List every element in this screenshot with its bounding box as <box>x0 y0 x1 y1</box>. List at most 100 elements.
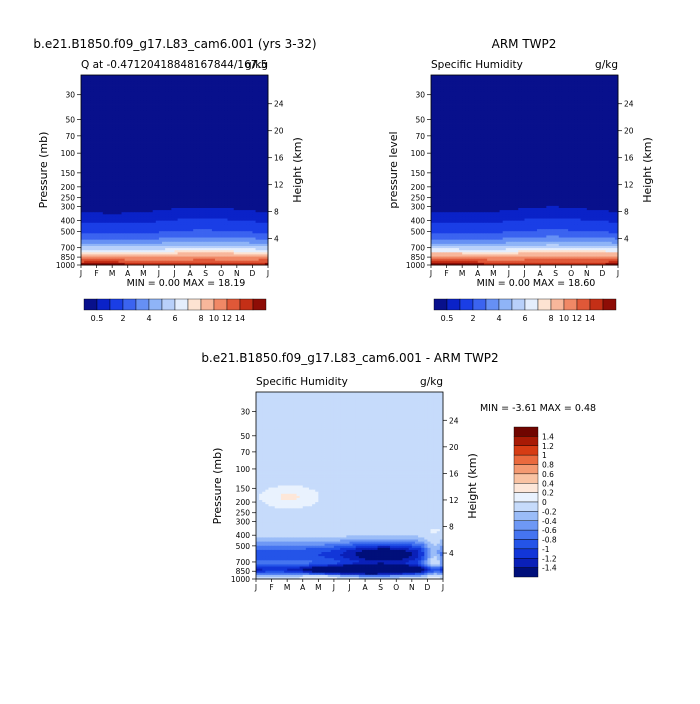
field-cell <box>96 117 101 120</box>
field-cell <box>205 104 210 108</box>
field-cell <box>162 89 166 93</box>
field-cell <box>124 127 129 131</box>
field-cell <box>255 241 260 245</box>
field-cell <box>149 142 154 146</box>
field-cell <box>186 174 191 177</box>
field-cell <box>208 155 213 158</box>
field-cell <box>102 127 107 131</box>
field-cell <box>246 113 250 116</box>
field-cell <box>115 165 119 169</box>
field-cell <box>115 203 119 207</box>
field-cell <box>221 237 225 241</box>
field-cell <box>140 220 144 224</box>
panel-model-title: b.e21.B1850.f09_g17.L83_cam6.001 (yrs 3-… <box>33 37 316 51</box>
field-cell <box>180 248 185 251</box>
field-cell <box>239 104 244 108</box>
field-cell <box>246 96 250 99</box>
field-cell <box>243 222 247 226</box>
field-cell <box>121 224 126 228</box>
field-cell <box>127 108 132 112</box>
field-cell <box>171 110 175 114</box>
field-cell <box>127 136 132 139</box>
field-cell <box>261 186 266 190</box>
field-cell <box>168 102 172 105</box>
field-cell <box>236 182 241 186</box>
field-cell <box>149 243 154 247</box>
field-cell <box>93 159 97 162</box>
field-cell <box>243 199 247 203</box>
field-cell <box>243 83 247 86</box>
field-cell <box>115 104 119 108</box>
field-cell <box>152 125 157 129</box>
field-cell <box>205 106 210 110</box>
field-cell <box>109 113 113 116</box>
field-cell <box>239 227 244 230</box>
field-cell <box>218 134 222 137</box>
field-cell <box>249 184 253 188</box>
field-cell <box>246 77 250 80</box>
field-cell <box>180 165 185 169</box>
field-cell <box>236 243 241 247</box>
field-cell <box>127 79 132 82</box>
field-cell <box>196 184 200 188</box>
field-cell <box>227 165 231 169</box>
field-cell <box>261 104 266 108</box>
field-cell <box>224 233 228 236</box>
field-cell <box>140 227 144 230</box>
field-cell <box>140 153 144 156</box>
field-cell <box>171 241 175 245</box>
field-cell <box>177 201 182 205</box>
field-cell <box>246 172 250 175</box>
field-cell <box>152 85 157 89</box>
field-cell <box>199 121 203 124</box>
field-cell <box>205 241 210 245</box>
field-cell <box>239 193 244 196</box>
field-cell <box>205 117 210 120</box>
field-cell <box>211 85 216 89</box>
field-cell <box>162 132 166 135</box>
field-cell <box>121 157 126 160</box>
field-cell <box>208 222 213 226</box>
field-cell <box>211 83 216 86</box>
field-cell <box>236 203 241 207</box>
field-cell <box>211 89 216 93</box>
field-cell <box>93 155 97 158</box>
field-cell <box>130 184 135 188</box>
field-cell <box>93 178 97 181</box>
field-cell <box>233 121 238 124</box>
field-cell <box>96 250 101 253</box>
field-cell <box>249 208 253 211</box>
field-cell <box>137 127 141 131</box>
field-cell <box>158 79 163 82</box>
field-cell <box>102 189 107 192</box>
field-cell <box>199 193 203 196</box>
field-cell <box>211 136 216 139</box>
field-cell <box>233 136 238 139</box>
field-cell <box>261 129 266 133</box>
field-cell <box>124 216 129 219</box>
field-cell <box>183 127 188 131</box>
field-cell <box>81 201 85 205</box>
field-cell <box>258 121 263 124</box>
field-cell <box>193 172 197 175</box>
field-cell <box>180 189 185 192</box>
field-cell <box>230 174 235 177</box>
field-cell <box>102 165 107 169</box>
field-cell <box>130 178 135 181</box>
field-cell <box>87 248 91 251</box>
field-cell <box>99 233 104 236</box>
field-cell <box>208 239 213 243</box>
field-cell <box>84 144 88 148</box>
field-cell <box>199 146 203 150</box>
field-cell <box>246 151 250 154</box>
field-cell <box>162 199 166 203</box>
field-cell <box>221 246 225 249</box>
field-cell <box>224 195 228 198</box>
field-cell <box>96 241 101 245</box>
field-cell <box>221 229 225 232</box>
field-cell <box>93 205 97 209</box>
field-cell <box>224 227 228 230</box>
field-cell <box>236 102 241 105</box>
field-cell <box>137 189 141 192</box>
